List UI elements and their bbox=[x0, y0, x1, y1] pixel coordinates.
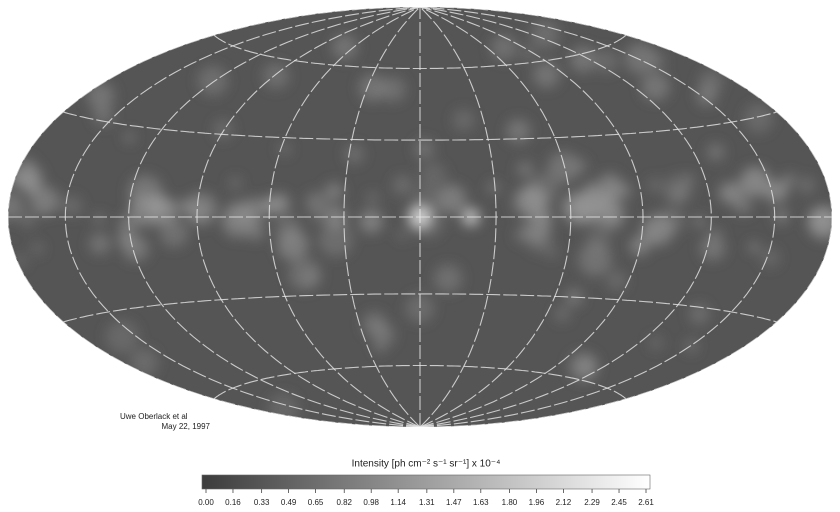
emission-blob bbox=[517, 162, 533, 178]
colorbar-tick-label: 1.80 bbox=[502, 498, 518, 507]
emission-blob bbox=[268, 193, 289, 214]
colorbar-tick-label: 0.49 bbox=[281, 498, 297, 507]
emission-blob bbox=[734, 197, 752, 215]
emission-blob bbox=[246, 222, 265, 241]
emission-blob bbox=[810, 208, 833, 231]
emission-blob bbox=[89, 233, 110, 254]
emission-blob bbox=[61, 196, 82, 217]
emission-blob bbox=[579, 243, 612, 276]
emission-blob bbox=[512, 187, 543, 218]
emission-blob bbox=[595, 50, 618, 73]
emission-blob bbox=[23, 179, 39, 195]
colorbar-tick-label: 0.82 bbox=[336, 498, 352, 507]
emission-blob bbox=[420, 163, 446, 189]
emission-blob bbox=[375, 342, 385, 352]
colorbar-label: Intensity [ph cm⁻² s⁻¹ sr⁻¹] x 10⁻⁴ bbox=[352, 459, 501, 470]
credit-author: Uwe Oberlack et al bbox=[120, 412, 188, 421]
emission-blob bbox=[185, 193, 218, 226]
emission-blob bbox=[393, 175, 413, 195]
emission-blob bbox=[437, 184, 466, 213]
emission-blob bbox=[359, 74, 386, 101]
emission-blob bbox=[778, 176, 793, 191]
emission-blob bbox=[488, 182, 499, 193]
emission-blob bbox=[161, 197, 182, 218]
emission-blob bbox=[31, 242, 44, 255]
emission-blob bbox=[607, 270, 627, 290]
emission-blob bbox=[546, 247, 557, 258]
emission-blob bbox=[229, 177, 241, 189]
colorbar-tick-label: 1.31 bbox=[419, 498, 435, 507]
colorbar-tick-label: 2.61 bbox=[638, 498, 654, 507]
emission-blob bbox=[344, 144, 364, 164]
emission-blob bbox=[774, 209, 789, 224]
emission-blob bbox=[278, 143, 291, 156]
emission-blob bbox=[491, 34, 517, 60]
emission-blob bbox=[94, 214, 104, 224]
emission-blob bbox=[130, 348, 158, 376]
emission-blob bbox=[93, 105, 113, 125]
colorbar-tick-label: 1.96 bbox=[529, 498, 545, 507]
emission-blob bbox=[363, 312, 387, 336]
emission-blob bbox=[118, 230, 136, 248]
colorbar-tick-label: 0.65 bbox=[308, 498, 324, 507]
emission-blob bbox=[21, 213, 34, 226]
emission-blob bbox=[599, 191, 612, 204]
emission-blob bbox=[434, 265, 462, 293]
emission-blob bbox=[366, 192, 378, 204]
colorbar-tick-label: 1.63 bbox=[473, 498, 489, 507]
emission-blob bbox=[305, 192, 327, 214]
sky-map-figure: Uwe Oberlack et al May 22, 1997 Intensit… bbox=[0, 0, 840, 512]
colorbar-ticks: 0.00 0.16 0.33 0.49 0.65 0.82 0.98 1.14 1.31 1.47… bbox=[198, 489, 654, 507]
emission-blob bbox=[533, 61, 559, 87]
emission-blob bbox=[798, 177, 814, 193]
colorbar-tick-label: 2.45 bbox=[611, 498, 627, 507]
emission-blob bbox=[268, 393, 299, 424]
colorbar-tick-label: 1.14 bbox=[390, 498, 406, 507]
emission-blob bbox=[87, 82, 114, 109]
emission-blob bbox=[325, 183, 343, 201]
emission-blob bbox=[397, 229, 408, 240]
emission-blob bbox=[198, 66, 228, 96]
emission-blob bbox=[694, 216, 706, 228]
emission-blob bbox=[453, 109, 475, 131]
emission-blob bbox=[124, 132, 135, 143]
emission-blob bbox=[575, 356, 597, 378]
colorbar bbox=[202, 475, 650, 489]
emission-blob bbox=[554, 306, 570, 322]
emission-blob bbox=[744, 104, 773, 133]
colorbar-tick-label: 0.33 bbox=[254, 498, 270, 507]
emission-blob bbox=[263, 63, 289, 89]
emission-blob bbox=[671, 185, 687, 201]
emission-blob bbox=[699, 70, 723, 94]
colorbar-tick-label: 2.29 bbox=[584, 498, 600, 507]
emission-blob bbox=[649, 336, 663, 350]
emission-blob bbox=[289, 258, 321, 290]
emission-blob bbox=[548, 152, 579, 183]
emission-blob bbox=[242, 198, 267, 223]
emission-blob bbox=[682, 173, 695, 186]
emission-blob bbox=[649, 53, 666, 70]
colorbar-tick-label: 1.47 bbox=[446, 498, 462, 507]
emission-blob bbox=[128, 175, 162, 209]
emission-blob bbox=[760, 248, 780, 268]
emission-blob bbox=[740, 167, 770, 197]
emission-blob bbox=[359, 210, 383, 234]
colorbar-tick-label: 2.12 bbox=[556, 498, 572, 507]
emission-blob bbox=[749, 242, 759, 252]
colorbar-tick-label: 0.98 bbox=[363, 498, 379, 507]
emission-blob bbox=[707, 143, 724, 160]
emission-blob bbox=[659, 207, 685, 233]
emission-blob bbox=[213, 120, 233, 140]
emission-blob bbox=[570, 46, 596, 72]
emission-blob bbox=[562, 192, 594, 224]
emission-blob bbox=[275, 215, 300, 240]
colorbar-tick-label: 0.00 bbox=[198, 498, 214, 507]
credit-date: May 22, 1997 bbox=[162, 422, 211, 431]
emission-blob bbox=[648, 178, 662, 192]
emission-blob bbox=[160, 219, 188, 247]
emission-blob bbox=[414, 139, 434, 159]
colorbar-tick-label: 0.16 bbox=[225, 498, 241, 507]
